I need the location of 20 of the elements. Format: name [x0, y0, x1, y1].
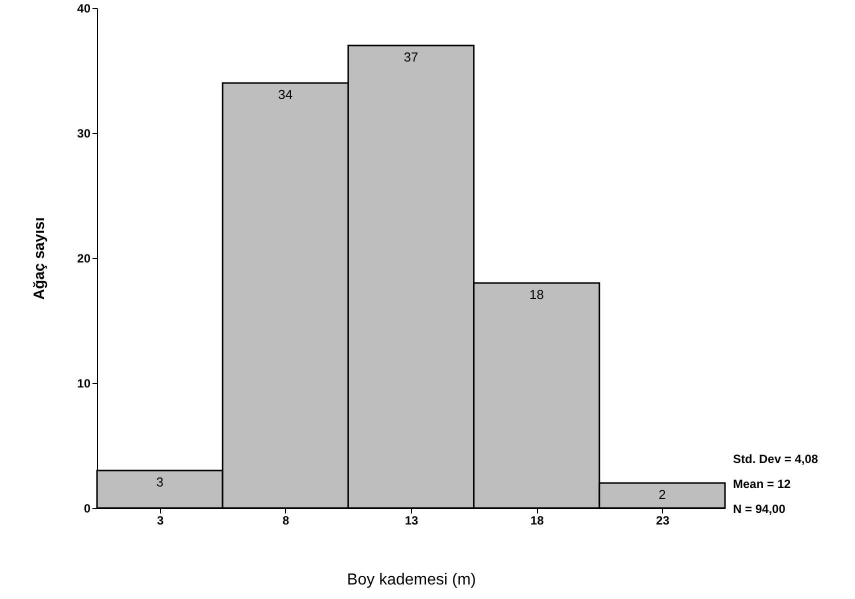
data-label: 37 — [404, 50, 418, 64]
y-tick-label: 40 — [77, 2, 91, 16]
data-label: 3 — [156, 474, 164, 490]
y-tick-label: 0 — [84, 502, 91, 516]
x-axis-title: Boy kademesi (m) — [347, 572, 476, 588]
x-tick-label: 3 — [156, 514, 164, 528]
data-label: 34 — [278, 87, 293, 102]
x-tick-label: 13 — [404, 514, 418, 528]
y-tick-label: 20 — [77, 252, 91, 266]
y-tick-label: 10 — [77, 376, 91, 390]
data-label: 2 — [658, 487, 666, 502]
x-tick-label: 23 — [656, 514, 670, 528]
x-tick-label: 8 — [282, 514, 290, 528]
text: Std. Dev = 4,08 — [733, 451, 818, 468]
data-label: 18 — [529, 287, 544, 302]
text: N = 94,00 — [733, 501, 786, 518]
x-tick-label: 18 — [530, 514, 544, 528]
y-tick-label: 30 — [77, 126, 91, 140]
y-axis-title: Ağaç sayısı — [31, 217, 48, 300]
text: Mean = 12 — [733, 476, 792, 493]
